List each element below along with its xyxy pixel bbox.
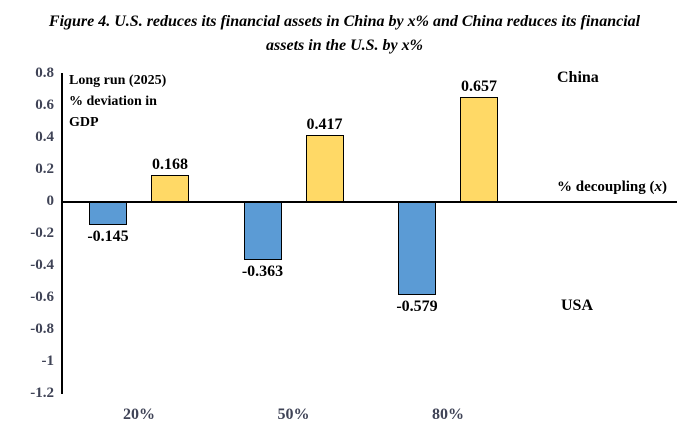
y-axis-tick-label: 0	[46, 193, 55, 209]
bar-value-label-china-80%: 0.657	[461, 77, 497, 95]
bar-value-label-usa-80%: -0.579	[396, 297, 438, 315]
bar-china-50%	[305, 135, 344, 202]
x-axis-tick-label: 80%	[432, 406, 464, 423]
y-axis-annotation: Long run (2025) % deviation in GDP	[69, 70, 166, 133]
y-axis-annotation-line-3: GDP	[69, 115, 99, 130]
bar-value-label-usa-20%: -0.145	[87, 228, 129, 246]
y-axis-tick-label: -0.4	[30, 257, 54, 273]
bar-usa-80%	[398, 202, 436, 295]
bar-china-20%	[151, 175, 189, 202]
y-axis-tick-label: -0.2	[30, 225, 54, 241]
series-label-china: China	[557, 69, 599, 86]
bar-value-label-usa-50%: -0.363	[241, 263, 284, 281]
bar-value-label-china-20%: 0.168	[152, 156, 188, 174]
figure-title: Figure 4. U.S. reduces its financial ass…	[0, 10, 689, 58]
x-axis-tick-label: 20%	[123, 406, 155, 423]
y-axis-tick-label: -0.6	[30, 289, 54, 305]
y-axis-line	[61, 73, 63, 394]
y-axis-annotation-line-2: % deviation in	[69, 94, 157, 109]
y-axis-tick-label: 0.2	[35, 161, 54, 177]
bar-value-label-china-50%: 0.417	[306, 116, 343, 134]
x-axis-title-suffix: )	[662, 179, 667, 195]
y-axis-tick-label: -0.8	[30, 321, 54, 337]
x-axis-title: % decoupling (x)	[557, 179, 667, 196]
y-axis-tick-label: -1.2	[30, 385, 54, 401]
y-axis-tick-label: -1	[41, 353, 55, 369]
x-axis-title-prefix: % decoupling (	[556, 179, 655, 195]
zero-baseline	[61, 201, 677, 203]
bar-usa-20%	[89, 202, 127, 226]
y-axis-annotation-line-1: Long run (2025)	[69, 73, 167, 88]
bar-china-80%	[460, 96, 498, 202]
figure-title-line-1: Figure 4. U.S. reduces its financial ass…	[48, 13, 641, 30]
x-axis-title-variable: x	[654, 179, 663, 195]
y-axis-tick-label: 0.4	[35, 129, 54, 145]
y-axis-tick-label: 0.6	[35, 97, 54, 113]
y-axis-tick-label: 0.8	[35, 65, 54, 81]
x-axis-tick-label: 50%	[277, 406, 310, 423]
figure-title-line-2: assets in the U.S. by x%	[266, 37, 423, 54]
bar-usa-50%	[243, 202, 282, 261]
series-label-usa: USA	[561, 297, 594, 314]
